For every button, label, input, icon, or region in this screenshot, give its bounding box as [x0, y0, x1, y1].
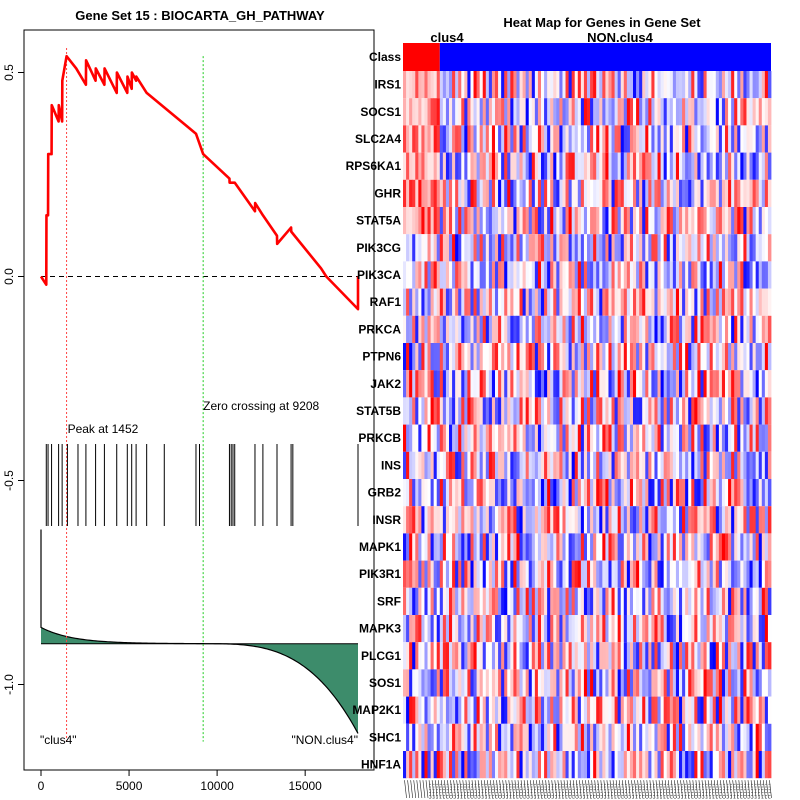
ranked-metric-area: [41, 529, 358, 734]
left-group-label: "clus4": [40, 733, 77, 747]
plot-frame: [23, 29, 375, 771]
y-tick-label: 0.5: [2, 64, 16, 81]
x-tick-label: 5000: [116, 779, 143, 793]
y-tick-label: 0.0: [2, 268, 16, 285]
x-tick-label: 15000: [288, 779, 322, 793]
zero-crossing-label: Zero crossing at 9208: [203, 399, 319, 413]
right-group-label: "NON.clus4": [291, 733, 358, 747]
plot-title: Gene Set 15 : BIOCARTA_GH_PATHWAY: [75, 8, 325, 23]
peak-label: Peak at 1452: [68, 422, 139, 436]
x-tick-label: 10000: [200, 779, 234, 793]
running-es-line: [39, 54, 360, 311]
y-tick-label: -1.0: [2, 674, 16, 695]
y-tick-label: -0.5: [2, 470, 16, 491]
x-tick-label: 0: [38, 779, 45, 793]
ranked-metric-curve: [40, 529, 359, 734]
